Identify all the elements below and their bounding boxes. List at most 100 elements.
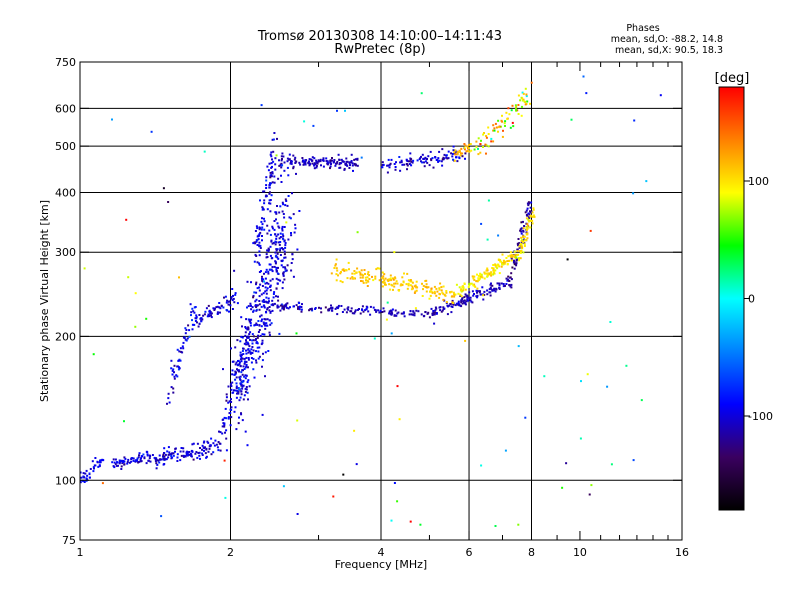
echo-point — [276, 272, 279, 275]
echo-point — [408, 163, 411, 165]
echo-point — [371, 275, 373, 278]
echo-point — [452, 303, 455, 306]
echo-point — [252, 296, 255, 299]
echo-point — [245, 360, 248, 363]
echo-point — [256, 336, 259, 339]
echo-point — [394, 166, 397, 168]
echo-point — [182, 341, 185, 344]
echo-point — [244, 331, 247, 334]
echo-point — [121, 459, 124, 462]
echo-point — [92, 353, 95, 356]
echo-point — [467, 286, 470, 288]
echo-point — [234, 370, 237, 373]
echo-point — [268, 309, 271, 312]
echo-point — [285, 269, 288, 272]
echo-point — [284, 266, 286, 269]
echo-point — [168, 401, 171, 404]
echo-point — [80, 481, 82, 484]
echo-point — [478, 290, 481, 293]
echo-point — [422, 157, 425, 160]
echo-point — [151, 454, 154, 456]
echo-point — [238, 361, 241, 364]
echo-point — [346, 307, 349, 310]
echo-point — [424, 160, 427, 163]
echo-point — [258, 241, 261, 244]
echo-point — [257, 334, 260, 337]
echo-point — [522, 240, 525, 243]
echo-point — [145, 450, 148, 453]
echo-point — [174, 447, 177, 450]
echo-point — [271, 225, 274, 228]
echo-point — [224, 295, 227, 298]
echo-point — [277, 305, 280, 308]
echo-point — [530, 81, 533, 84]
echo-point — [529, 210, 531, 213]
echo-point — [281, 233, 284, 236]
echo-point — [265, 281, 268, 284]
echo-point — [425, 290, 428, 293]
echo-point — [265, 289, 268, 292]
echo-point — [285, 221, 288, 224]
echo-point — [343, 269, 346, 272]
echo-point — [433, 290, 436, 293]
echo-point — [483, 290, 486, 293]
echo-point — [280, 174, 282, 177]
echo-point — [467, 299, 470, 302]
echo-point — [231, 391, 234, 394]
echo-point — [441, 291, 444, 294]
echo-point — [280, 181, 283, 183]
echo-point — [498, 286, 501, 289]
echo-point — [509, 255, 512, 258]
echo-point — [354, 158, 357, 161]
echo-point — [361, 309, 364, 312]
echo-point — [139, 460, 142, 463]
echo-point — [217, 449, 220, 452]
echo-point — [276, 222, 279, 225]
echo-point — [383, 279, 386, 282]
echo-point — [231, 381, 234, 384]
echo-point — [273, 291, 276, 294]
echo-point — [477, 153, 480, 156]
echo-point — [525, 239, 528, 242]
echo-point — [483, 132, 485, 134]
echo-point — [269, 176, 272, 179]
echo-point — [498, 282, 501, 285]
echo-point — [453, 294, 456, 297]
echo-point — [432, 310, 435, 313]
echo-point — [275, 212, 278, 215]
echo-point — [173, 377, 176, 380]
echo-point — [215, 443, 218, 446]
echo-point — [469, 143, 472, 145]
echo-point — [243, 375, 246, 378]
echo-point — [277, 241, 280, 244]
echo-point — [478, 291, 481, 294]
echo-point — [326, 161, 329, 164]
echo-point — [231, 299, 234, 302]
echo-point — [420, 313, 423, 316]
echo-point — [290, 269, 293, 272]
echo-point — [281, 287, 284, 290]
echo-point — [247, 305, 250, 308]
echo-point — [497, 259, 500, 261]
echo-point — [275, 268, 278, 271]
echo-point — [227, 417, 230, 420]
echo-point — [225, 417, 228, 420]
echo-point — [362, 310, 365, 313]
echo-point — [271, 278, 274, 281]
echo-point — [422, 284, 425, 287]
echo-point — [146, 454, 149, 457]
echo-point — [238, 363, 241, 366]
echo-point — [517, 257, 520, 260]
echo-point — [203, 313, 206, 316]
echo-point — [272, 138, 275, 141]
echo-point — [230, 385, 233, 388]
echo-point — [249, 331, 252, 334]
echo-point — [158, 454, 161, 457]
echo-point — [518, 242, 521, 245]
echo-point — [278, 159, 280, 162]
echo-point — [492, 129, 495, 132]
echo-point — [131, 457, 134, 460]
echo-point — [280, 259, 283, 262]
echo-point — [365, 281, 368, 284]
